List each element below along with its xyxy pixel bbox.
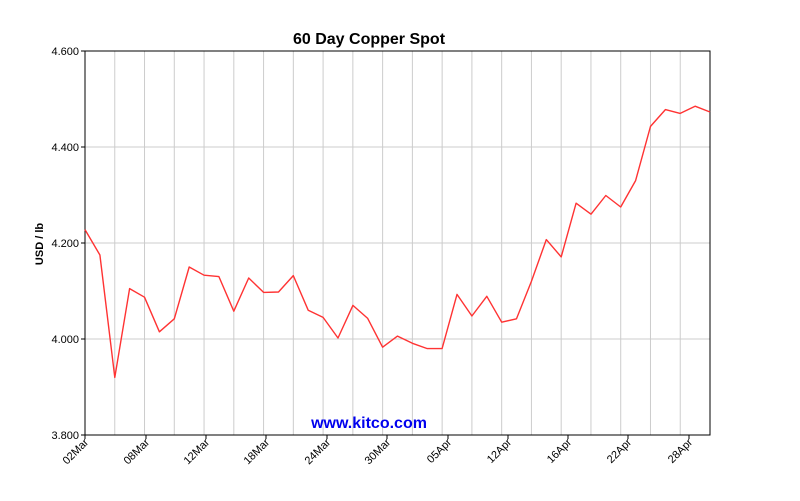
watermark: www.kitco.com bbox=[310, 415, 427, 432]
y-tick-label: 4.600 bbox=[51, 46, 79, 58]
y-tick-label: 3.800 bbox=[51, 430, 79, 442]
y-axis-label: USD / lb bbox=[34, 223, 46, 265]
chart-title: 60 Day Copper Spot bbox=[293, 31, 446, 48]
y-tick-label: 4.000 bbox=[51, 334, 79, 346]
y-tick-label: 4.400 bbox=[51, 142, 79, 154]
y-axis-ticks: 4.600 4.400 4.200 4.000 3.800 bbox=[51, 46, 85, 442]
copper-price-line bbox=[84, 105, 711, 379]
y-tick-label: 4.200 bbox=[51, 238, 79, 250]
